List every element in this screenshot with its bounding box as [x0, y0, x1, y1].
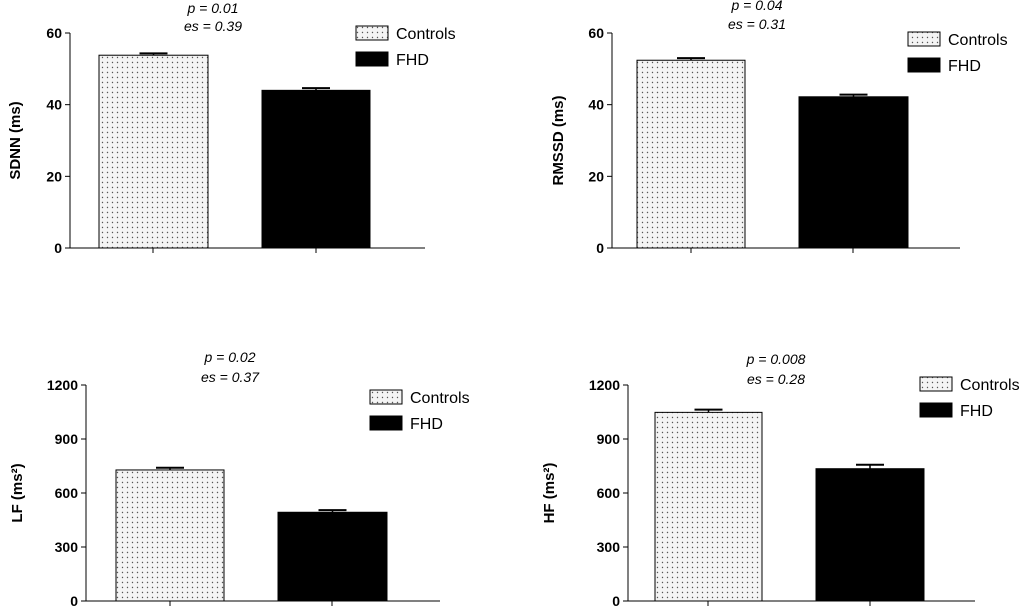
legend-swatch-controls — [355, 25, 389, 41]
y-tick-label: 0 — [54, 240, 62, 256]
effect-size-annotation: es = 0.39 — [184, 18, 242, 34]
bar-fhd — [815, 468, 925, 602]
legend-swatch-fhd — [907, 57, 941, 73]
effect-size-annotation: es = 0.37 — [201, 369, 260, 385]
chart-panel-2: 0 20 40 60 RMSSD (ms) p = 0.04 es = 0.31 Contro… — [550, 0, 1008, 256]
chart-panel-4: 0 300 600 900 1200 HF (ms²) p = 0.008 es = 0.28… — [541, 351, 1020, 608]
bar-fhd — [277, 511, 388, 602]
y-tick-label: 1200 — [589, 377, 620, 393]
y-tick-label: 60 — [588, 25, 604, 41]
y-tick-label: 600 — [597, 485, 621, 501]
y-tick-label: 1200 — [47, 377, 78, 393]
y-axis-title: RMSSD (ms) — [550, 95, 567, 185]
bar-controls — [115, 469, 225, 602]
y-tick-label: 0 — [70, 593, 78, 608]
p-value-annotation: p = 0.02 — [204, 349, 256, 365]
y-tick-label: 60 — [46, 25, 62, 41]
bar-controls — [98, 54, 209, 249]
legend-label-controls: Controls — [948, 32, 1008, 49]
legend-swatch-controls — [907, 31, 941, 47]
chart-panel-3: 0 300 600 900 1200 LF (ms²) p = 0.02 es = 0.37 C… — [9, 349, 470, 608]
p-value-annotation: p = 0.01 — [187, 0, 239, 16]
bar-fhd — [261, 89, 371, 249]
p-value-annotation: p = 0.008 — [746, 351, 806, 367]
y-tick-label: 40 — [46, 97, 62, 113]
y-axis-title: LF (ms²) — [9, 463, 26, 522]
y-axis-title: SDNN (ms) — [7, 101, 24, 179]
legend-swatch-fhd — [919, 402, 953, 418]
legend-swatch-controls — [919, 376, 953, 392]
legend-label-controls: Controls — [410, 390, 470, 407]
legend-label-fhd: FHD — [410, 416, 443, 433]
legend-swatch-controls — [369, 389, 403, 405]
bar-controls — [654, 411, 763, 602]
legend-label-fhd: FHD — [396, 52, 429, 69]
y-tick-label: 20 — [588, 168, 604, 184]
effect-size-annotation: es = 0.28 — [747, 371, 805, 387]
y-tick-label: 300 — [55, 539, 79, 555]
legend-label-controls: Controls — [396, 26, 456, 43]
y-tick-label: 300 — [597, 539, 621, 555]
y-tick-label: 900 — [55, 431, 79, 447]
effect-size-annotation: es = 0.31 — [728, 16, 786, 32]
y-tick-label: 20 — [46, 168, 62, 184]
legend-swatch-fhd — [369, 415, 403, 431]
y-tick-label: 40 — [588, 97, 604, 113]
chart-panel-1: 0 20 40 60 SDNN (ms) p = 0.01 es = 0.39 Control… — [7, 0, 456, 256]
legend-swatch-fhd — [355, 51, 389, 67]
bar-controls — [636, 59, 746, 249]
y-tick-label: 0 — [596, 240, 604, 256]
p-value-annotation: p = 0.04 — [731, 0, 783, 13]
bar-fhd — [798, 96, 909, 249]
y-axis-title: HF (ms²) — [541, 463, 558, 524]
y-tick-label: 600 — [55, 485, 79, 501]
legend-label-controls: Controls — [960, 377, 1020, 394]
y-tick-label: 0 — [612, 593, 620, 608]
y-tick-label: 900 — [597, 431, 621, 447]
legend-label-fhd: FHD — [948, 58, 981, 75]
legend-label-fhd: FHD — [960, 403, 993, 420]
